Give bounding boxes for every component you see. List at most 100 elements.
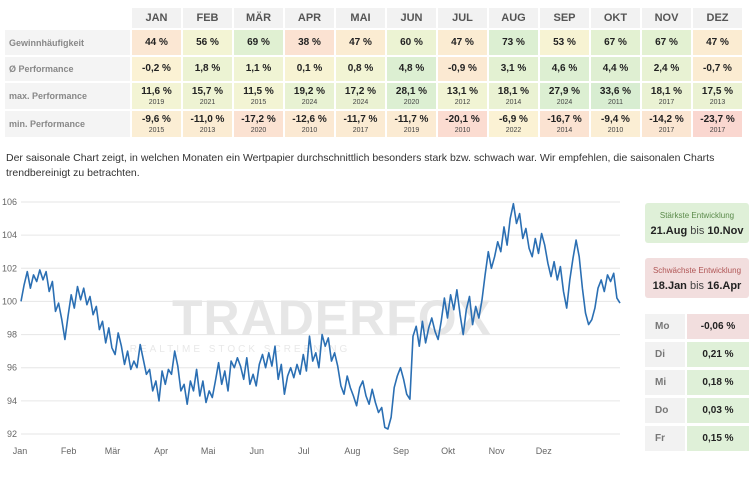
cell-year: 2024 (352, 98, 369, 106)
stats-cell: -0,7 % (693, 57, 742, 81)
y-tick-label: 106 (2, 197, 17, 207)
cell-value: -11,7 % (343, 113, 378, 125)
month-header: SEP (540, 8, 589, 28)
stats-cell: -23,7 % 2017 (693, 111, 742, 137)
cell-value: 13,1 % (446, 85, 479, 97)
x-tick-label: Dez (536, 446, 553, 456)
y-tick-label: 104 (2, 230, 17, 240)
cell-value: -0,9 % (448, 63, 477, 74)
weekday-value: 0,03 % (687, 398, 749, 423)
x-tick-label: Sep (393, 446, 409, 456)
weekday-name: Di (645, 342, 685, 367)
cell-value: -9,4 % (601, 113, 630, 125)
row-label: max. Performance (5, 83, 130, 109)
cell-year: 2013 (709, 98, 726, 106)
cell-value: 60 % (400, 36, 423, 48)
cell-year: 2022 (505, 126, 522, 134)
cell-year: 2014 (505, 98, 522, 106)
cell-value: 2,4 % (653, 63, 680, 74)
row-label: Ø Performance (5, 57, 130, 81)
cell-year: 2010 (301, 126, 318, 134)
stats-cell: 4,8 % (387, 57, 436, 81)
row-label: min. Performance (5, 111, 130, 137)
x-tick-label: Mär (105, 446, 121, 456)
weekday-name: Mo (645, 314, 685, 339)
stats-cell: 60 % (387, 30, 436, 55)
cell-year: 2017 (658, 98, 675, 106)
cell-value: -16,7 % (547, 113, 582, 125)
weekday-value: -0,06 % (687, 314, 749, 339)
stats-row: Gewinnhäufigkeit 44 % 56 % 69 % 38 % 47 % 60 %… (5, 30, 742, 55)
stats-cell: 11,6 % 2019 (132, 83, 181, 109)
weakest-to: 16.Apr (707, 280, 742, 292)
stats-row: max. Performance 11,6 % 2019 15,7 % 2021 11,5… (5, 83, 742, 109)
y-tick-label: 96 (7, 363, 17, 373)
cell-value: 17,2 % (344, 85, 377, 97)
month-header: JUL (438, 8, 487, 28)
cell-value: 0,8 % (347, 63, 374, 74)
stats-cell: 3,1 % (489, 57, 538, 81)
cell-value: 47 % (451, 36, 474, 48)
stats-cell: 28,1 % 2020 (387, 83, 436, 109)
cell-year: 2024 (556, 98, 573, 106)
seasonal-stats-table: JAN FEB MÄR APR MAI JUN JUL AUG SEP OKT … (3, 6, 744, 139)
cell-year: 2019 (403, 126, 420, 134)
weakest-from: 18.Jan (652, 280, 687, 292)
cell-value: 27,9 % (548, 85, 581, 97)
cell-value: -11,0 % (190, 113, 225, 125)
y-tick-label: 102 (2, 263, 17, 273)
y-tick-label: 94 (7, 396, 17, 406)
cell-value: 47 % (706, 36, 729, 48)
strongest-from: 21.Aug (650, 225, 688, 237)
cell-value: 4,4 % (602, 63, 629, 74)
cell-year: 2017 (709, 126, 726, 134)
cell-value: 18,1 % (497, 85, 530, 97)
stats-cell: 17,2 % 2024 (336, 83, 385, 109)
stats-cell: 69 % (234, 30, 283, 55)
stats-cell: -11,7 % 2017 (336, 111, 385, 137)
x-tick-label: Jul (298, 446, 310, 456)
month-header: JAN (132, 8, 181, 28)
cell-value: 17,5 % (701, 85, 734, 97)
cell-value: 69 % (247, 36, 270, 48)
month-header: DEZ (693, 8, 742, 28)
cell-value: -20,1 % (445, 113, 480, 125)
stats-cell: 47 % (438, 30, 487, 55)
x-tick-label: Nov (489, 446, 506, 456)
cell-value: -23,7 % (700, 113, 735, 125)
cell-value: 67 % (655, 36, 678, 48)
stats-cell: 53 % (540, 30, 589, 55)
stats-cell: -9,6 % 2015 (132, 111, 181, 137)
seasonal-line (20, 202, 621, 430)
cell-value: -11,7 % (394, 113, 429, 125)
strongest-period-panel: Stärkste Entwicklung 21.Aug bis 10.Nov (645, 203, 749, 243)
x-tick-label: Okt (441, 446, 456, 456)
stats-row: Ø Performance -0,2 % 1,8 % 1,1 % 0,1 % 0,8 % 4… (5, 57, 742, 81)
cell-value: 0,1 % (296, 63, 323, 74)
stats-cell: -16,7 % 2014 (540, 111, 589, 137)
strongest-to: 10.Nov (707, 225, 744, 237)
cell-value: 19,2 % (293, 85, 326, 97)
stats-cell: 38 % (285, 30, 334, 55)
y-tick-label: 92 (7, 429, 17, 439)
stats-cell: -17,2 % 2020 (234, 111, 283, 137)
stats-cell: 17,5 % 2013 (693, 83, 742, 109)
weekday-name: Mi (645, 370, 685, 395)
stats-cell: 67 % (591, 30, 640, 55)
y-tick-label: 98 (7, 330, 17, 340)
table-corner (5, 8, 130, 28)
weekday-row: Di 0,21 % (645, 342, 749, 367)
stats-cell: 47 % (336, 30, 385, 55)
cell-value: 33,6 % (599, 85, 632, 97)
cell-year: 2017 (658, 126, 675, 134)
stats-cell: 4,4 % (591, 57, 640, 81)
cell-year: 2015 (250, 98, 267, 106)
cell-value: 38 % (298, 36, 321, 48)
month-header: MAI (336, 8, 385, 28)
cell-value: 53 % (553, 36, 576, 48)
cell-value: 47 % (349, 36, 372, 48)
month-header: JUN (387, 8, 436, 28)
cell-value: 1,8 % (194, 63, 221, 74)
x-tick-label: Jun (250, 446, 265, 456)
